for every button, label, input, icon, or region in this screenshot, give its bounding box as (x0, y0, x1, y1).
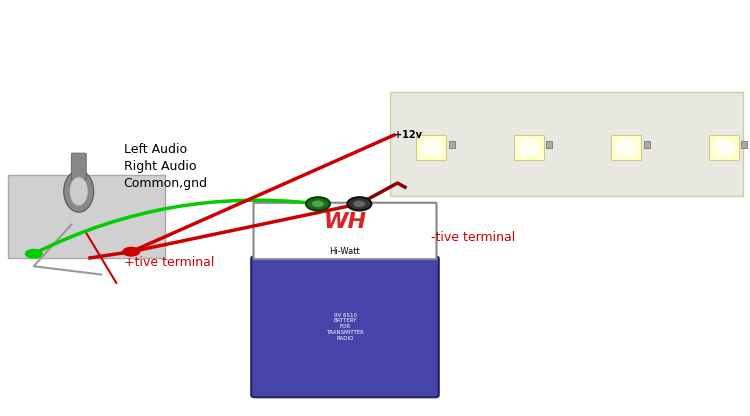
Text: Common,gnd: Common,gnd (124, 176, 208, 190)
Ellipse shape (420, 139, 442, 156)
Text: Left Audio: Left Audio (124, 143, 187, 156)
Ellipse shape (615, 139, 638, 156)
Circle shape (312, 201, 324, 207)
Bar (644, 141, 650, 148)
FancyBboxPatch shape (390, 92, 742, 196)
Text: WH: WH (323, 213, 367, 233)
Ellipse shape (64, 171, 94, 212)
Text: Right Audio: Right Audio (124, 160, 196, 173)
Circle shape (122, 247, 140, 257)
Circle shape (306, 197, 330, 210)
Bar (416, 135, 446, 160)
Text: +12v: +12v (394, 130, 422, 140)
FancyBboxPatch shape (251, 256, 439, 397)
FancyBboxPatch shape (8, 175, 165, 258)
Bar (741, 141, 747, 148)
Text: 9V 6S10
BATTERY
FOR
TRANSMITTER
RADIO: 9V 6S10 BATTERY FOR TRANSMITTER RADIO (326, 313, 364, 341)
Bar (448, 141, 454, 148)
Circle shape (353, 201, 365, 207)
Circle shape (347, 197, 371, 210)
FancyBboxPatch shape (71, 153, 86, 180)
Ellipse shape (69, 177, 88, 206)
Bar (709, 135, 739, 160)
Bar (514, 135, 544, 160)
Text: +tive terminal: +tive terminal (124, 255, 214, 269)
FancyBboxPatch shape (254, 203, 436, 259)
Text: Hi-Watt: Hi-Watt (330, 247, 360, 256)
Text: -tive terminal: -tive terminal (431, 230, 515, 244)
Bar (611, 135, 641, 160)
Ellipse shape (518, 139, 540, 156)
Circle shape (25, 249, 43, 259)
Bar (546, 141, 552, 148)
Ellipse shape (712, 139, 735, 156)
